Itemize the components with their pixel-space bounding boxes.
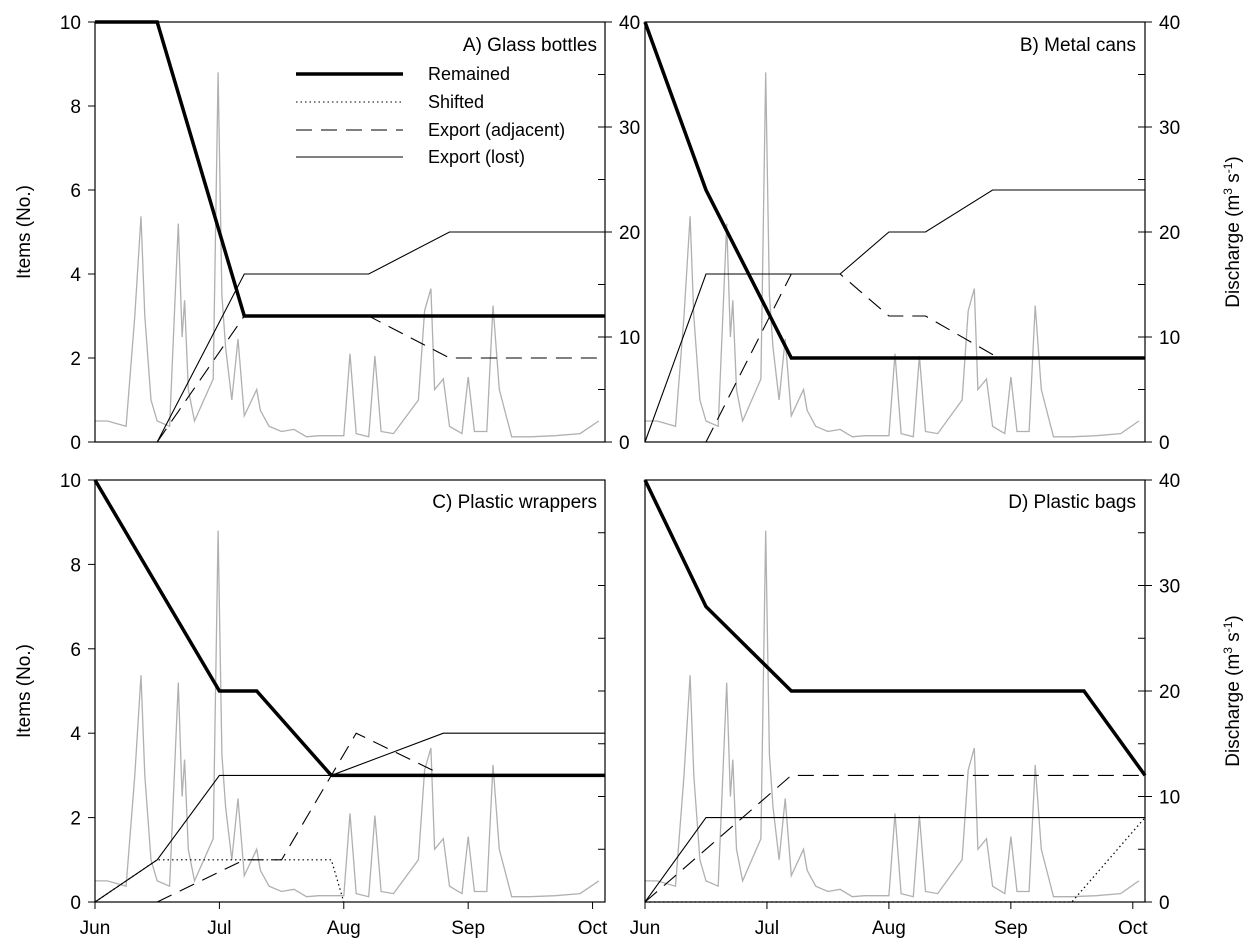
x-tick-label: Sep: [994, 918, 1028, 939]
panel-title-a: A) Glass bottles: [463, 35, 597, 56]
y2-ticks-b: 0 10 20 30 40: [1138, 13, 1180, 454]
y2-ticks-a: 0 10 20 30 40: [598, 13, 640, 454]
panel-c: C) Plastic wrappers 0 2 4 6 8 10 Jun Jul Aug Sep…: [14, 471, 608, 939]
panel-b: B) Metal cans 0 10 20 30 40 Discharge (m3 s-…: [643, 13, 1244, 454]
x-tick-label: Oct: [578, 918, 608, 939]
y2-axis-label-b: Discharge (m3 s-1): [1221, 156, 1244, 307]
discharge-line-b: [645, 72, 1140, 438]
y-axis-label-c: Items (No.): [14, 644, 35, 738]
series-line-export-adjacent: [644, 774, 1145, 903]
panel-d: D) Plastic bags 0 10 20 30 40 Jun Jul Aug Sep Oc…: [630, 471, 1244, 939]
discharge-trace: [95, 530, 600, 898]
y2-tick-label: 20: [619, 223, 640, 244]
y2-tick-label: 40: [619, 13, 640, 34]
y2-tick-label: 40: [1159, 471, 1180, 492]
discharge-trace: [645, 530, 1140, 898]
y2-tick-label: 0: [1159, 893, 1170, 914]
discharge-line-d: [645, 530, 1140, 898]
series-line-remained: [643, 479, 1147, 777]
y-axis-label-a: Items (No.): [14, 185, 35, 279]
legend: Remained Shifted Export (adjacent) Expor…: [296, 64, 565, 167]
x-tick-label: Oct: [1118, 918, 1148, 939]
panel-title-d: D) Plastic bags: [1008, 492, 1136, 513]
x-tick-label: Jun: [630, 918, 661, 939]
discharge-trace: [645, 72, 1140, 438]
y2-tick-label: 30: [1159, 577, 1180, 598]
y-tick-label: 2: [70, 349, 81, 370]
y2-tick-label: 10: [619, 328, 640, 349]
x-tick-label: Jul: [755, 918, 779, 939]
y-tick-label: 2: [70, 809, 81, 830]
x-tick-label: Jul: [207, 918, 231, 939]
y2-tick-label: 10: [1159, 328, 1180, 349]
series-line-export-adjacent: [156, 315, 605, 443]
y2-ticks-d: 0 10 20 30 40: [1138, 471, 1180, 914]
series-lines-d: [643, 479, 1147, 903]
series-line-export-adjacent: [705, 273, 999, 443]
discharge-line-a: [95, 72, 600, 438]
y2-axis-label-d: Discharge (m3 s-1): [1221, 615, 1244, 766]
y-tick-label: 8: [70, 97, 81, 118]
series-line-export-lost: [644, 817, 1145, 903]
x-ticks-c: Jun Jul Aug Sep Oct: [80, 902, 608, 939]
y2-ticks-c: [598, 479, 605, 903]
y2-axis-label-text-b: Discharge (m3 s-1): [1221, 156, 1244, 307]
discharge-line-c: [95, 530, 600, 898]
legend-label-shifted: Shifted: [428, 92, 484, 112]
x-tick-label: Aug: [327, 918, 361, 939]
y-tick-label: 8: [70, 555, 81, 576]
discharge-trace: [95, 72, 600, 438]
y2-axis-label-text-d: Discharge (m3 s-1): [1221, 615, 1244, 766]
series-line-export-adjacent: [156, 732, 444, 903]
y-tick-label: 6: [70, 181, 81, 202]
y2-tick-label: 20: [1159, 682, 1180, 703]
y2-tick-label: 0: [619, 433, 630, 454]
y-tick-label: 10: [60, 471, 81, 492]
y-tick-label: 0: [70, 433, 81, 454]
y-tick-label: 4: [70, 265, 81, 286]
series-line-export-lost: [644, 189, 1145, 443]
series-line-remained: [93, 479, 605, 778]
legend-label-export-lost: Export (lost): [428, 147, 525, 167]
panel-a: A) Glass bottles 0 2 4 6 8 10 0 10 20 30 40 Items…: [14, 13, 640, 454]
legend-label-remained: Remained: [428, 64, 510, 84]
y-ticks-c: 0 2 4 6 8 10: [60, 471, 95, 914]
y2-tick-label: 10: [1159, 788, 1180, 809]
x-tick-label: Aug: [872, 918, 906, 939]
y2-tick-label: 30: [1159, 118, 1180, 139]
y2-tick-label: 40: [1159, 13, 1180, 34]
series-line-export-lost: [156, 231, 605, 443]
x-tick-label: Sep: [451, 918, 485, 939]
panel-title-b: B) Metal cans: [1020, 35, 1136, 56]
x-tick-label: Jun: [80, 918, 111, 939]
y2-tick-label: 30: [619, 118, 640, 139]
panel-title-c: C) Plastic wrappers: [432, 492, 597, 513]
y-ticks-a: 0 2 4 6 8 10: [60, 13, 95, 454]
y-tick-label: 6: [70, 640, 81, 661]
series-line-shifted: [94, 859, 345, 903]
series-lines-b: [643, 21, 1145, 443]
series-lines-c: [93, 479, 605, 903]
y-tick-label: 10: [60, 13, 81, 34]
y-tick-label: 4: [70, 724, 81, 745]
y2-tick-label: 20: [1159, 223, 1180, 244]
y-tick-label: 0: [70, 893, 81, 914]
series-line-remained: [95, 20, 605, 318]
legend-label-export-adjacent: Export (adjacent): [428, 120, 565, 140]
series-line-export-lost: [94, 732, 605, 903]
x-ticks-d: Jun Jul Aug Sep Oct: [630, 902, 1148, 939]
y2-tick-label: 0: [1159, 433, 1170, 454]
